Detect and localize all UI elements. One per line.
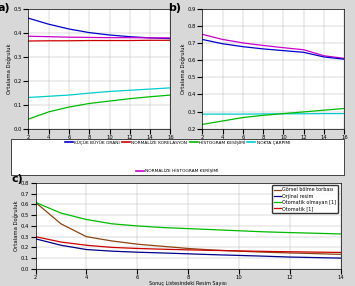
Y-axis label: Ortalama Doğruluk: Ortalama Doğruluk xyxy=(7,43,12,94)
Text: a): a) xyxy=(0,3,10,13)
X-axis label: Sonuç Listesindeki Resim Sayısı: Sonuç Listesindeki Resim Sayısı xyxy=(61,141,138,146)
X-axis label: Sonuç Listesindeki Resim Sayısı: Sonuç Listesindeki Resim Sayısı xyxy=(235,141,312,146)
Y-axis label: Ortalama Doğruluk: Ortalama Doğruluk xyxy=(181,43,186,94)
Y-axis label: Ortalama Doğruluk: Ortalama Doğruluk xyxy=(14,200,20,251)
Text: b): b) xyxy=(168,3,181,13)
Legend: Görsel bölme torbası, Orjinal resim, Otomatik olmayan [1], Otomatik [1]: Görsel bölme torbası, Orjinal resim, Oto… xyxy=(272,185,338,213)
Legend: NORMALİZE HİSTOGRAM KERİŞİMİ: NORMALİZE HİSTOGRAM KERİŞİMİ xyxy=(134,167,221,175)
X-axis label: Sonuç Listesindeki Resim Sayısı: Sonuç Listesindeki Resim Sayısı xyxy=(149,281,227,286)
Text: c): c) xyxy=(11,174,23,184)
FancyBboxPatch shape xyxy=(11,139,344,175)
